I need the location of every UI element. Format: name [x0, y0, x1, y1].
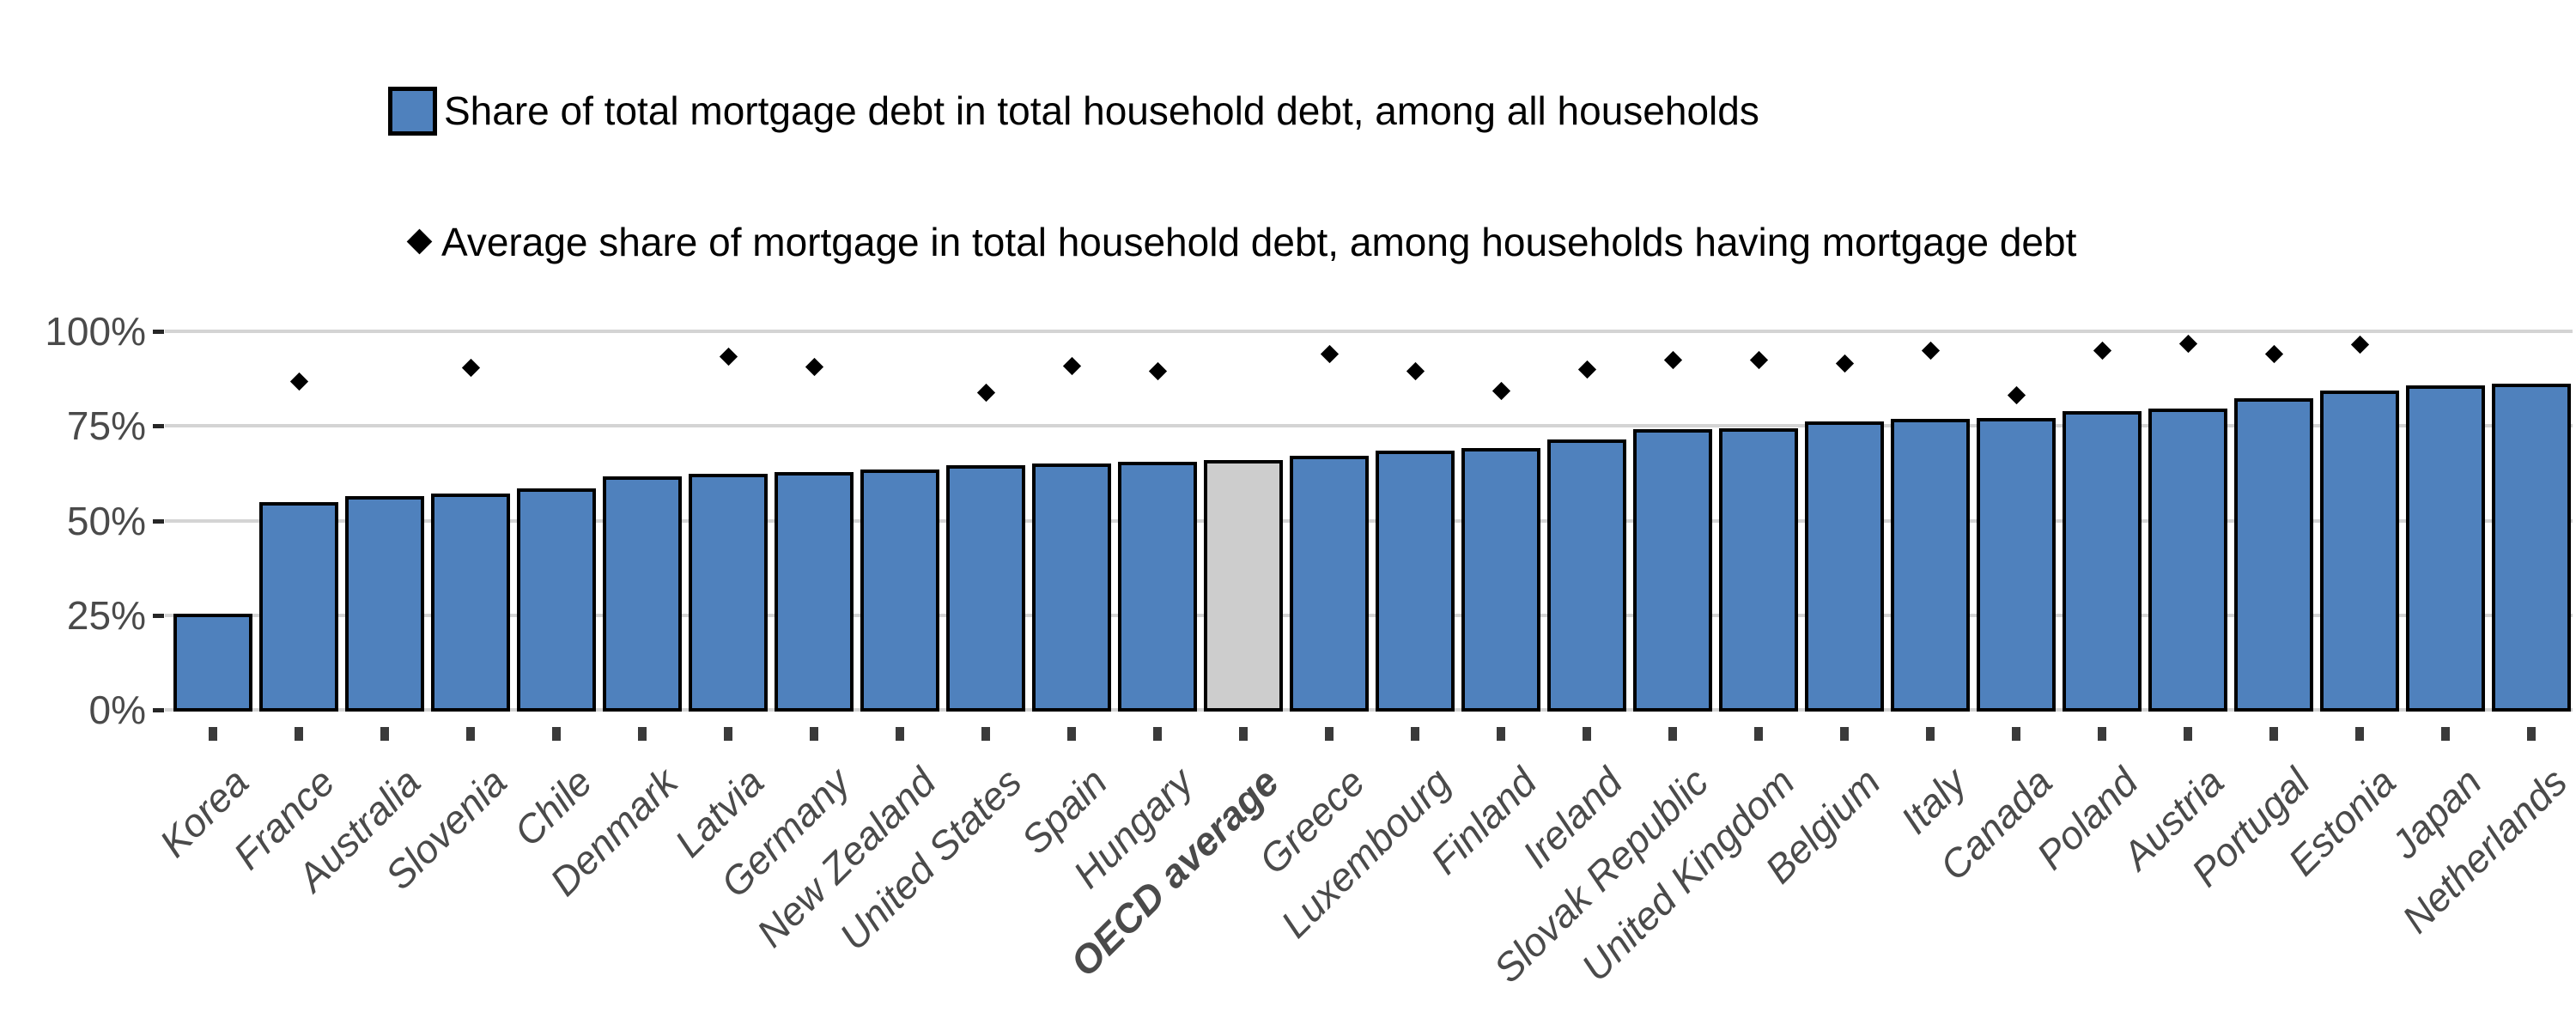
bar-oecd-average [1204, 460, 1283, 712]
diamond-marker-spain [1062, 356, 1081, 375]
y-axis-label-25: 25% [66, 592, 146, 638]
diamond-marker-france [289, 372, 308, 391]
x-axis-tick-france [295, 727, 303, 741]
bar-netherlands [2492, 384, 2571, 712]
gridline-25 [165, 613, 2573, 617]
diamond-marker-luxembourg [1406, 362, 1425, 381]
bar-denmark [603, 476, 682, 712]
x-axis-tick-canada [2012, 727, 2020, 741]
x-axis-tick-oecd-average [1239, 727, 1248, 741]
x-axis-tick-luxembourg [1411, 727, 1419, 741]
legend-diamond-icon [406, 228, 433, 255]
y-axis-label-50: 50% [66, 498, 146, 543]
diamond-marker-hungary [1148, 361, 1167, 380]
diamond-marker-belgium [1835, 354, 1854, 373]
diamond-marker-greece [1320, 344, 1339, 364]
gridline-75 [165, 424, 2573, 428]
bar-united-states [946, 465, 1025, 712]
x-axis-tick-denmark [638, 727, 647, 741]
x-axis-tick-korea [209, 727, 217, 741]
diamond-marker-italy [1921, 341, 1940, 360]
diamond-marker-slovenia [461, 359, 480, 378]
bar-france [259, 502, 338, 712]
gridline-50 [165, 518, 2573, 523]
legend-diamond-label: Average share of mortgage in total house… [441, 220, 2077, 264]
bar-italy [1891, 419, 1970, 712]
bar-ireland [1547, 439, 1626, 712]
diamond-marker-canada [2007, 385, 2026, 404]
bar-finland [1461, 448, 1540, 712]
y-axis-label-0: 0% [88, 688, 146, 732]
x-axis-tick-germany [810, 727, 818, 741]
diamond-marker-united-states [976, 383, 995, 402]
diamond-marker-finland [1492, 382, 1510, 401]
bar-slovak-republic [1633, 429, 1712, 712]
x-axis-tick-estonia [2355, 727, 2364, 741]
bar-united-kingdom [1719, 428, 1798, 712]
bar-slovenia [431, 494, 510, 712]
bar-hungary [1118, 462, 1197, 712]
gridline-0 [165, 708, 2573, 712]
bar-spain [1032, 464, 1111, 712]
x-axis-tick-australia [380, 727, 389, 741]
y-axis-tick-0 [153, 708, 164, 712]
bar-estonia [2320, 391, 2399, 712]
x-axis-tick-slovenia [466, 727, 475, 741]
x-axis-tick-portugal [2269, 727, 2278, 741]
y-axis-tick-75 [153, 424, 164, 429]
x-axis-tick-new-zealand [896, 727, 904, 741]
y-axis-tick-100 [153, 330, 164, 334]
diamond-marker-slovak-republic [1663, 350, 1682, 370]
gridline-100 [165, 330, 2573, 333]
x-axis-tick-ireland [1583, 727, 1591, 741]
diamond-marker-poland [2093, 342, 2111, 360]
x-axis-tick-poland [2098, 727, 2106, 741]
y-axis-tick-25 [153, 613, 164, 618]
diamond-marker-united-kingdom [1749, 350, 1768, 369]
x-axis-tick-austria [2184, 727, 2192, 741]
x-axis-tick-japan [2441, 727, 2450, 741]
legend-bar-label: Share of total mortgage debt in total ho… [444, 88, 1759, 133]
x-axis-tick-slovak-republic [1668, 727, 1677, 741]
diamond-marker-latvia [719, 347, 738, 366]
diamond-marker-ireland [1577, 360, 1596, 379]
bar-australia [345, 496, 424, 712]
bar-poland [2063, 411, 2142, 712]
bar-chile [517, 488, 596, 712]
bar-portugal [2234, 398, 2313, 712]
x-axis-tick-united-states [981, 727, 990, 741]
y-axis-tick-50 [153, 518, 164, 524]
x-axis-tick-italy [1926, 727, 1935, 741]
bar-japan [2406, 385, 2485, 712]
x-axis-tick-united-kingdom [1754, 727, 1763, 741]
legend-bar-swatch [388, 87, 437, 136]
x-axis-tick-spain [1067, 727, 1076, 741]
x-axis-tick-latvia [724, 727, 732, 741]
diamond-marker-estonia [2350, 335, 2369, 354]
x-axis-tick-chile [552, 727, 561, 741]
bar-latvia [689, 474, 768, 712]
bar-germany [775, 472, 854, 712]
x-axis-tick-greece [1325, 727, 1334, 741]
diamond-marker-germany [805, 357, 823, 377]
diamond-marker-portugal [2264, 344, 2283, 364]
y-axis-label-100: 100% [45, 309, 146, 354]
bar-austria [2148, 409, 2227, 712]
bar-greece [1290, 456, 1369, 712]
x-axis-tick-belgium [1840, 727, 1849, 741]
x-axis-tick-finland [1497, 727, 1505, 741]
y-axis-label-75: 75% [66, 403, 146, 449]
diamond-marker-austria [2178, 334, 2197, 353]
x-axis-tick-hungary [1153, 727, 1162, 741]
x-axis-tick-netherlands [2527, 727, 2536, 741]
bar-new-zealand [860, 470, 939, 712]
bar-belgium [1805, 421, 1884, 712]
bar-luxembourg [1376, 451, 1455, 712]
bar-canada [1977, 418, 2056, 712]
bar-korea [173, 614, 252, 712]
